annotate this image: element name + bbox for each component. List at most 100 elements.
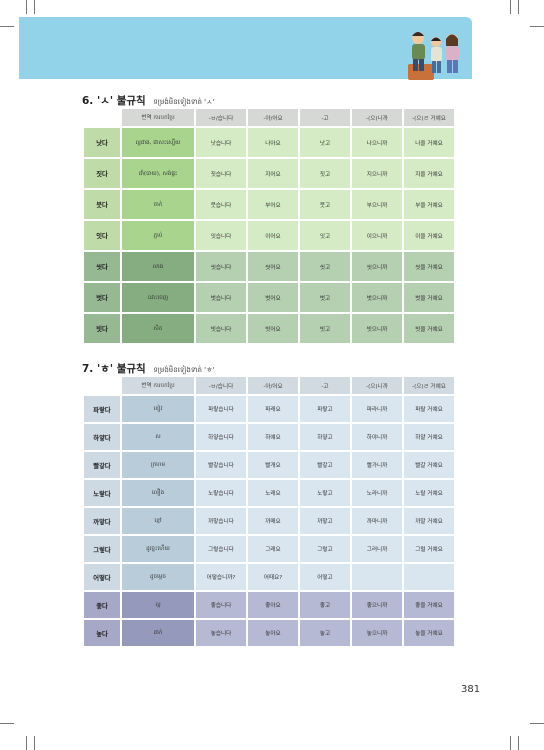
conjugation-cell: 부어요: [248, 190, 298, 219]
conjugation-cell: 나을 거예요: [404, 128, 454, 157]
column-header: [84, 109, 120, 126]
crop-mark: [510, 0, 511, 14]
verb-cell: 까맣다: [84, 508, 120, 534]
table-row: 까맣다 ខ្មៅ 까맣습니다 까매요 까맣고 까마니까 까말 거예요: [84, 508, 454, 534]
conjugation-cell: 어떻습니까?: [196, 564, 246, 590]
column-header: -(으)ㄹ 거예요: [404, 109, 454, 126]
verb-cell: 노랗다: [84, 480, 120, 506]
crop-mark: [530, 26, 544, 27]
table-row: 짓다 ដាំ(បាយ), សង់ផ្ទះ 짓습니다 지어요 짓고 지으니까 지을 거예요: [84, 159, 454, 188]
table-row: 씻다 លាង 씻습니다 씻어요 씻고 씻으니까 씻을 거예요: [84, 252, 454, 281]
conjugation-cell: 잇습니다: [196, 221, 246, 250]
conjugation-cell: 부으니까: [352, 190, 402, 219]
crop-mark: [0, 26, 14, 27]
section-heading: 'ㅎ' 불규칙: [96, 363, 146, 375]
verb-cell: 낫다: [84, 128, 120, 157]
column-header: -ㅂ/습니다: [196, 377, 246, 394]
conjugation-cell: 씻을 거예요: [404, 252, 454, 281]
section-7-title: 7. 'ㅎ' 불규칙 ទម្រង់មិនទៀងទាត់ 'ㅎ': [82, 361, 214, 376]
conjugation-cell: 지어요: [248, 159, 298, 188]
irregular-siot-table: 번역 ការបកប្រែ -ㅂ/습니다 -아/어요 -고 -(으)니까 -(으)ㄹ 거예요…: [82, 107, 456, 345]
translation-cell: ល្អ: [122, 592, 194, 618]
conjugation-cell: 빗어요: [248, 314, 298, 343]
section-subtitle: ទម្រង់មិនទៀងទាត់ 'ㅎ': [153, 366, 215, 374]
conjugation-cell: 좋으니까: [352, 592, 402, 618]
conjugation-cell: 빨가니까: [352, 452, 402, 478]
verb-cell: 빗다: [84, 314, 120, 343]
conjugation-cell: 파랗고: [300, 396, 350, 422]
conjugation-cell: 하얗습니다: [196, 424, 246, 450]
translation-cell: ដាំ(បាយ), សង់ផ្ទះ: [122, 159, 194, 188]
translation-cell: ចាក់: [122, 190, 194, 219]
verb-cell: 놓다: [84, 620, 120, 646]
crop-mark: [34, 736, 35, 750]
conjugation-cell: 까말 거예요: [404, 508, 454, 534]
crop-mark: [26, 736, 27, 750]
conjugation-cell: 벗어요: [248, 283, 298, 312]
conjugation-cell: 잇고: [300, 221, 350, 250]
conjugation-cell: 지을 거예요: [404, 159, 454, 188]
conjugation-cell: 짓습니다: [196, 159, 246, 188]
conjugation-cell: 빨개요: [248, 452, 298, 478]
conjugation-cell: 노랗습니다: [196, 480, 246, 506]
conjugation-cell: 하얄 거예요: [404, 424, 454, 450]
conjugation-cell: 나으니까: [352, 128, 402, 157]
conjugation-cell: 빗으니까: [352, 314, 402, 343]
section-number: 6.: [82, 95, 94, 107]
crop-mark: [510, 736, 511, 750]
column-header: -(으)ㄹ 거예요: [404, 377, 454, 394]
verb-cell: 씻다: [84, 252, 120, 281]
conjugation-cell: 벗으니까: [352, 283, 402, 312]
conjugation-cell: 노라니까: [352, 480, 402, 506]
conjugation-cell: 벗고: [300, 283, 350, 312]
page-number: 381: [461, 684, 481, 695]
conjugation-cell: 좋습니다: [196, 592, 246, 618]
table-row: 어떻다 ដូចម្ដេច 어떻습니까? 어때요? 어떻고: [84, 564, 454, 590]
conjugation-cell: 빨갛습니다: [196, 452, 246, 478]
conjugation-cell: 나아요: [248, 128, 298, 157]
conjugation-cell: 짓고: [300, 159, 350, 188]
conjugation-cell: 파라니까: [352, 396, 402, 422]
conjugation-cell: 어떻고: [300, 564, 350, 590]
translation-cell: ស: [122, 424, 194, 450]
verb-cell: 파랗다: [84, 396, 120, 422]
conjugation-cell: 놓아요: [248, 620, 298, 646]
conjugation-cell: 붓고: [300, 190, 350, 219]
column-header: 번역 ការបកប្រែ: [122, 109, 194, 126]
verb-cell: 붓다: [84, 190, 120, 219]
column-header: -(으)니까: [352, 109, 402, 126]
column-header: [84, 377, 120, 394]
conjugation-cell: 이을 거예요: [404, 221, 454, 250]
conjugation-cell: 좋고: [300, 592, 350, 618]
conjugation-cell: 그래요: [248, 536, 298, 562]
table-row: 잇다 ភ្ជាប់ 잇습니다 이어요 잇고 이으니까 이을 거예요: [84, 221, 454, 250]
verb-cell: 빨갛다: [84, 452, 120, 478]
translation-cell: ល្អជាង, ជាសះស្បើយ: [122, 128, 194, 157]
conjugation-cell: 놓으니까: [352, 620, 402, 646]
verb-cell: 벗다: [84, 283, 120, 312]
conjugation-cell: 노랄 거예요: [404, 480, 454, 506]
table-row: 놓다 ដាក់ 놓습니다 놓아요 놓고 놓으니까 놓을 거예요: [84, 620, 454, 646]
conjugation-cell: 지으니까: [352, 159, 402, 188]
translation-cell: ដាក់: [122, 620, 194, 646]
conjugation-cell: 씻습니다: [196, 252, 246, 281]
conjugation-cell: 하야니까: [352, 424, 402, 450]
conjugation-cell: 빨갛고: [300, 452, 350, 478]
conjugation-cell: 하얗고: [300, 424, 350, 450]
crop-mark: [530, 723, 544, 724]
verb-cell: 어떻다: [84, 564, 120, 590]
verb-cell: 하얗다: [84, 424, 120, 450]
conjugation-cell: 까맣습니다: [196, 508, 246, 534]
irregular-hieut-table: 번역 ការបកប្រែ -ㅂ/습니다 -아/어요 -고 -(으)니까 -(으)ㄹ 거예요…: [82, 375, 456, 648]
table-header-row: 번역 ការបកប្រែ -ㅂ/습니다 -아/어요 -고 -(으)니까 -(으)ㄹ 거예요: [84, 377, 454, 394]
conjugation-cell: 이으니까: [352, 221, 402, 250]
conjugation-cell: 빗고: [300, 314, 350, 343]
conjugation-cell: 빗습니다: [196, 314, 246, 343]
translation-cell: លាង: [122, 252, 194, 281]
conjugation-cell: 노래요: [248, 480, 298, 506]
conjugation-cell: 그렇습니다: [196, 536, 246, 562]
column-header: -고: [300, 109, 350, 126]
conjugation-cell: 이어요: [248, 221, 298, 250]
translation-cell: ភ្ជាប់: [122, 221, 194, 250]
conjugation-cell: 그렇고: [300, 536, 350, 562]
